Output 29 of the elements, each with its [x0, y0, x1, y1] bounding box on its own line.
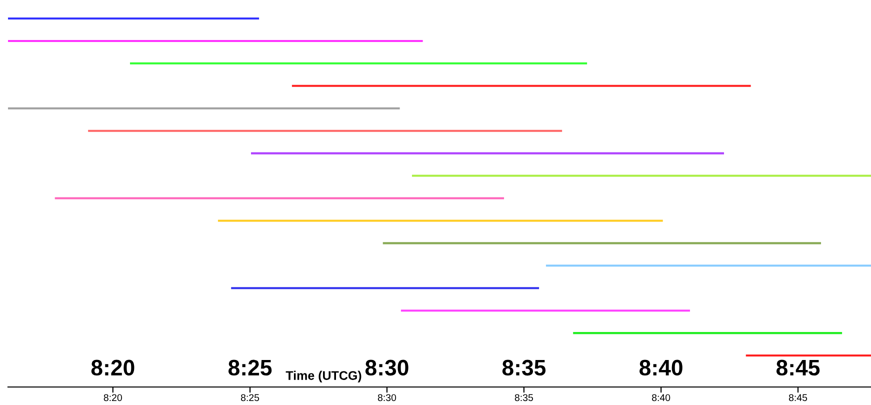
x-tick-label: 8:25: [228, 360, 272, 376]
x-tick-label: 8:30: [365, 360, 408, 376]
x2-tick-label: 8:20: [104, 394, 122, 402]
x2-tick-label: 8:40: [652, 394, 670, 402]
bar: [8, 107, 400, 110]
bar: [400, 310, 690, 312]
bar: [8, 17, 260, 20]
bar: [88, 130, 562, 132]
bar: [292, 84, 751, 87]
bar: [382, 242, 822, 244]
x-tick-label: 8:20: [91, 360, 134, 376]
x-tick-label: 8:45: [776, 360, 820, 376]
bar: [546, 264, 871, 267]
x2-tick-label: 8:30: [378, 394, 396, 402]
bar: [746, 354, 871, 357]
x2-tick-label: 8:25: [240, 394, 260, 402]
bar: [8, 40, 423, 42]
x-tick-label: 8:35: [502, 360, 546, 376]
bar: [231, 287, 540, 290]
bar: [412, 174, 871, 177]
x-tick-label: 8:40: [640, 360, 682, 376]
x2-axis-title: Time (UTCG): [286, 370, 362, 382]
bar: [54, 197, 504, 200]
bar: [573, 332, 842, 334]
x2-tick-label: 8:35: [514, 394, 533, 402]
x2-tick-label: 8:45: [788, 394, 808, 402]
bar: [130, 62, 588, 64]
bar: [218, 220, 663, 222]
bar: [251, 152, 724, 154]
